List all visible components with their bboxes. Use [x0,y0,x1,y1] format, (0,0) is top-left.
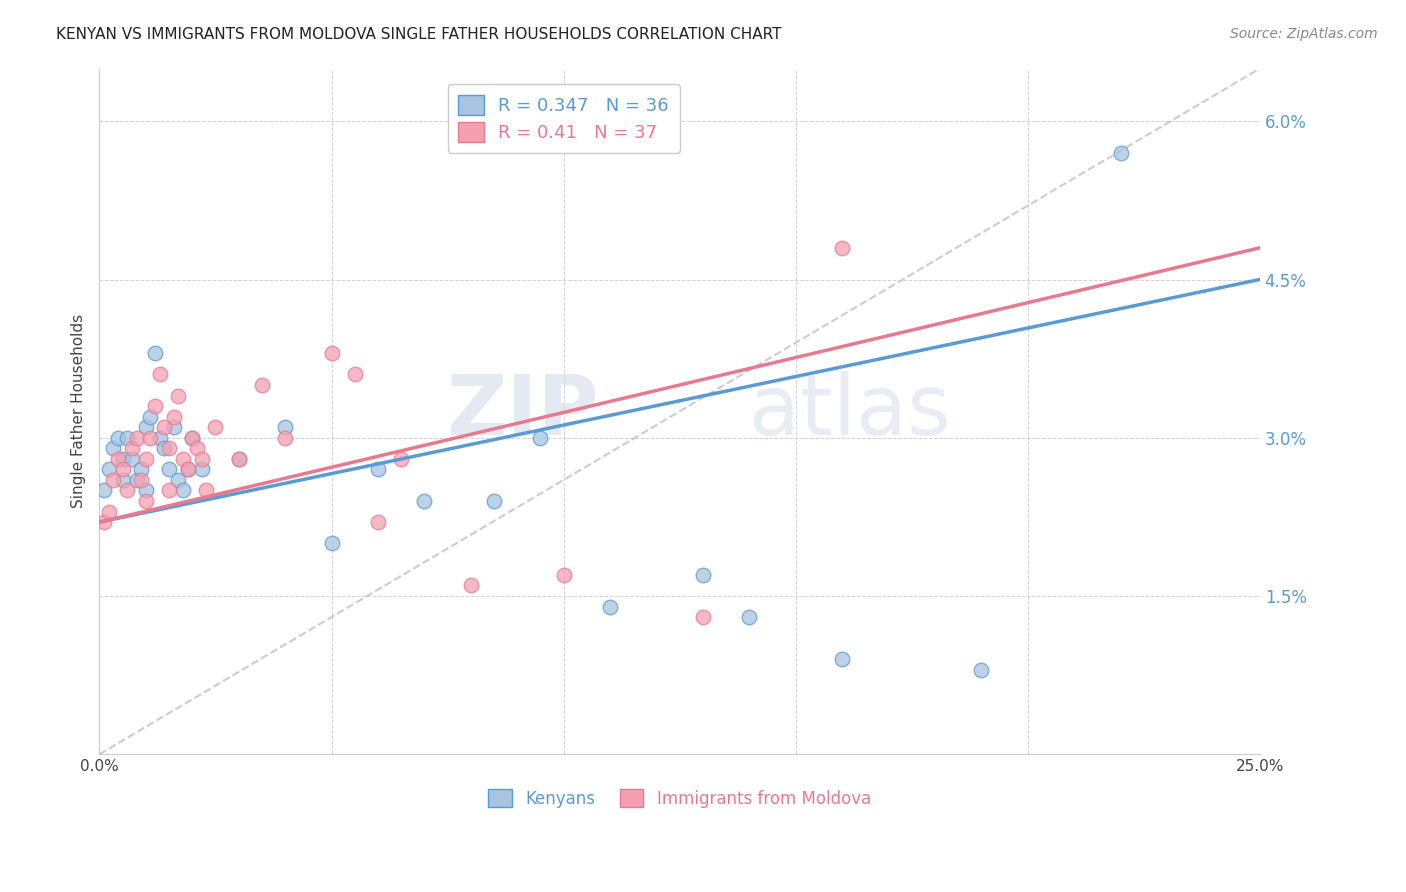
Point [692,567,714,582]
Point [163,420,186,434]
Point [181,431,204,445]
Point [135,494,157,508]
Point [103,442,125,456]
Point [172,483,194,498]
Point [111,473,134,487]
Point [204,420,226,434]
Point [121,442,143,456]
Point [1109,145,1132,160]
Point [97,505,120,519]
Point [149,368,172,382]
Point [181,431,204,445]
Point [149,431,172,445]
Point [831,652,853,666]
Point [274,420,297,434]
Point [129,473,152,487]
Point [389,451,412,466]
Point [139,431,162,445]
Point [157,483,180,498]
Point [167,388,190,402]
Point [135,451,157,466]
Point [186,442,208,456]
Point [117,431,139,445]
Point [103,473,125,487]
Point [228,451,250,466]
Point [139,409,162,424]
Text: KENYAN VS IMMIGRANTS FROM MOLDOVA SINGLE FATHER HOUSEHOLDS CORRELATION CHART: KENYAN VS IMMIGRANTS FROM MOLDOVA SINGLE… [56,27,782,42]
Point [125,431,148,445]
Y-axis label: Single Father Households: Single Father Households [72,314,86,508]
Point [274,431,297,445]
Point [163,409,186,424]
Point [111,451,134,466]
Point [970,663,993,677]
Point [153,442,176,456]
Point [413,494,436,508]
Point [190,451,212,466]
Point [157,462,180,476]
Point [176,462,198,476]
Point [172,451,194,466]
Point [460,578,482,592]
Point [738,610,761,624]
Point [117,483,139,498]
Point [125,473,148,487]
Point [129,462,152,476]
Point [135,420,157,434]
Point [190,462,212,476]
Point [153,420,176,434]
Point [321,346,343,360]
Point [167,473,190,487]
Point [176,462,198,476]
Legend: Kenyans, Immigrants from Moldova: Kenyans, Immigrants from Moldova [482,782,877,814]
Point [97,462,120,476]
Point [195,483,218,498]
Point [228,451,250,466]
Point [482,494,505,508]
Point [343,368,366,382]
Text: ZIP: ZIP [446,371,599,452]
Point [107,451,129,466]
Point [599,599,621,614]
Point [831,241,853,255]
Point [157,442,180,456]
Text: atlas: atlas [749,371,950,452]
Point [250,378,273,392]
Point [143,399,166,413]
Point [143,346,166,360]
Point [107,431,129,445]
Point [692,610,714,624]
Point [111,462,134,476]
Text: Source: ZipAtlas.com: Source: ZipAtlas.com [1230,27,1378,41]
Point [121,451,143,466]
Point [93,515,115,529]
Point [529,431,551,445]
Point [553,567,575,582]
Point [321,536,343,550]
Point [367,462,389,476]
Point [135,483,157,498]
Point [367,515,389,529]
Point [93,483,115,498]
